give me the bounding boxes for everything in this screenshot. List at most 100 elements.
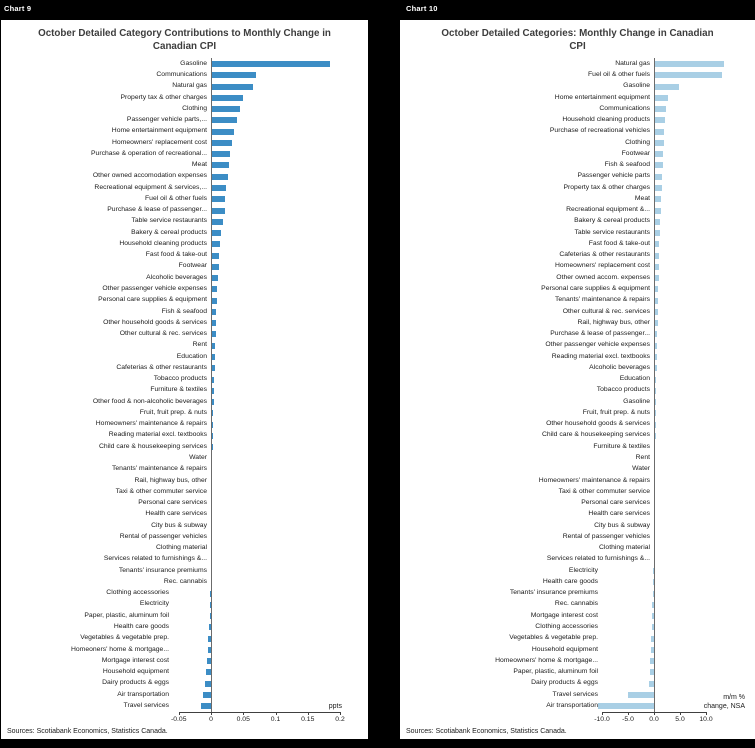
axis-tick-mark [178, 712, 180, 716]
bar-row: Footwear [404, 149, 751, 160]
bar-cell [211, 385, 343, 396]
bar-cell [654, 227, 728, 238]
category-label: Rental of passenger vehicles [119, 532, 207, 540]
bar-cell [211, 149, 343, 160]
bar [211, 173, 228, 180]
bar-cell [211, 430, 343, 441]
bar-row: Communications [5, 70, 364, 81]
bar-cell [654, 329, 728, 340]
bar-cell [207, 644, 343, 655]
bar [654, 320, 658, 327]
category-label: Paper, plastic, aluminum foil [84, 611, 169, 619]
category-label: Mortgage interest cost [101, 656, 169, 664]
category-label: Homeoners' home & mortgage... [70, 645, 169, 653]
bar-cell [210, 588, 343, 599]
category-label: Child care & housekeeping services [541, 431, 650, 439]
bar-row: Fast food & take-out [5, 250, 364, 261]
bar-cell [211, 498, 343, 509]
category-label: Footwear [178, 262, 207, 270]
bar-cell [652, 599, 728, 610]
chart9-plot-area: Gasoline Communications Natural gas Propert… [5, 58, 364, 713]
chart9-source: Sources: Scotiabank Economics, Statistic… [7, 728, 168, 736]
bar-cell [211, 487, 343, 498]
bar-row: Taxi & other commuter service [404, 487, 751, 498]
bar [211, 106, 241, 113]
bar-row: Services related to furnishings &... [404, 554, 751, 565]
bar [211, 376, 215, 383]
bar-cell [651, 622, 728, 633]
category-label: Other cultural & rec. services [119, 330, 207, 338]
bar-row: Home entertainment equipment [404, 92, 751, 103]
bar-row: Mortgage interest cost [5, 656, 364, 667]
category-label: Alcoholic beverages [589, 363, 650, 371]
bar-row: Fuel oil & other fuels [5, 194, 364, 205]
bar-row: Rental of passenger vehicles [5, 532, 364, 543]
bar [654, 162, 663, 169]
bar-cell [654, 532, 728, 543]
bar-row: Dairy products & eggs [5, 678, 364, 689]
category-label: Vegetables & vegetable prep. [509, 634, 598, 642]
chart9-axis-unit-label: ppts [328, 702, 342, 710]
category-label: Fuel oil & other fuels [588, 70, 650, 78]
bar-cell [209, 622, 343, 633]
category-label: Air transportation [546, 701, 598, 709]
bar-cell [211, 340, 343, 351]
bar [654, 286, 659, 293]
bar-row: Cafeterias & other restaurants [404, 250, 751, 261]
bar [211, 263, 219, 270]
bar-cell [205, 667, 343, 678]
bar-cell [652, 577, 728, 588]
category-label: Purchase & operation of recreational... [91, 149, 207, 157]
bar-cell [211, 453, 343, 464]
bar-cell [654, 250, 728, 261]
bar [211, 61, 331, 68]
bar-cell [211, 363, 343, 374]
bar [210, 590, 211, 597]
chart10-source: Sources: Scotiabank Economics, Statistic… [406, 728, 567, 736]
bar-row: Meat [404, 194, 751, 205]
bar [654, 387, 657, 394]
bar-cell [654, 81, 728, 92]
category-label: Clothing accessories [106, 589, 169, 597]
bar-row: Other passenger vehicle expenses [404, 340, 751, 351]
bar-row: Rail, highway bus, other [5, 475, 364, 486]
bar-row: Health care goods [404, 577, 751, 588]
bar-row: Paper, plastic, aluminum foil [5, 610, 364, 621]
bar-row: Reading material excl. textbooks [5, 430, 364, 441]
category-label: Travel services [552, 690, 598, 698]
bar-row: Passenger vehicle parts [404, 171, 751, 182]
bar-cell [654, 385, 728, 396]
category-label: Communications [599, 104, 650, 112]
bar-cell [654, 363, 728, 374]
category-label: Homeowners' home & mortgage... [495, 656, 598, 664]
bar-row: Household cleaning products [404, 115, 751, 126]
bar-row: Cafeterias & other restaurants [5, 363, 364, 374]
bar-cell [211, 464, 343, 475]
category-label: Purchase & lease of passenger... [107, 206, 207, 214]
bar-row: Child care & housekeeping services [404, 430, 751, 441]
category-label: Table service restaurants [574, 228, 650, 236]
bar [597, 703, 654, 710]
bar-cell [211, 239, 343, 250]
category-label: Air transportation [117, 690, 169, 698]
bar-cell [654, 475, 728, 486]
axis-tick-label: 0 [209, 715, 213, 723]
bar-cell [654, 543, 728, 554]
category-label: City bus & subway [151, 521, 207, 529]
bar-row: Personal care supplies & equipment [5, 295, 364, 306]
bar-row: Other household goods & services [404, 419, 751, 430]
bar-cell [211, 160, 343, 171]
bar-cell [211, 92, 343, 103]
bar-cell [650, 656, 728, 667]
bar-cell [654, 498, 728, 509]
bar-cell [211, 205, 343, 216]
category-label: Bakery & cereal products [574, 217, 650, 225]
bar [654, 297, 659, 304]
category-label: Personal care supplies & equipment [541, 285, 650, 293]
bar-cell [654, 58, 728, 69]
bar-cell [653, 565, 728, 576]
bar-cell [654, 374, 728, 385]
bar [209, 624, 211, 631]
axis-tick-label: 0.2 [335, 715, 345, 723]
bar-row: Household equipment [5, 667, 364, 678]
